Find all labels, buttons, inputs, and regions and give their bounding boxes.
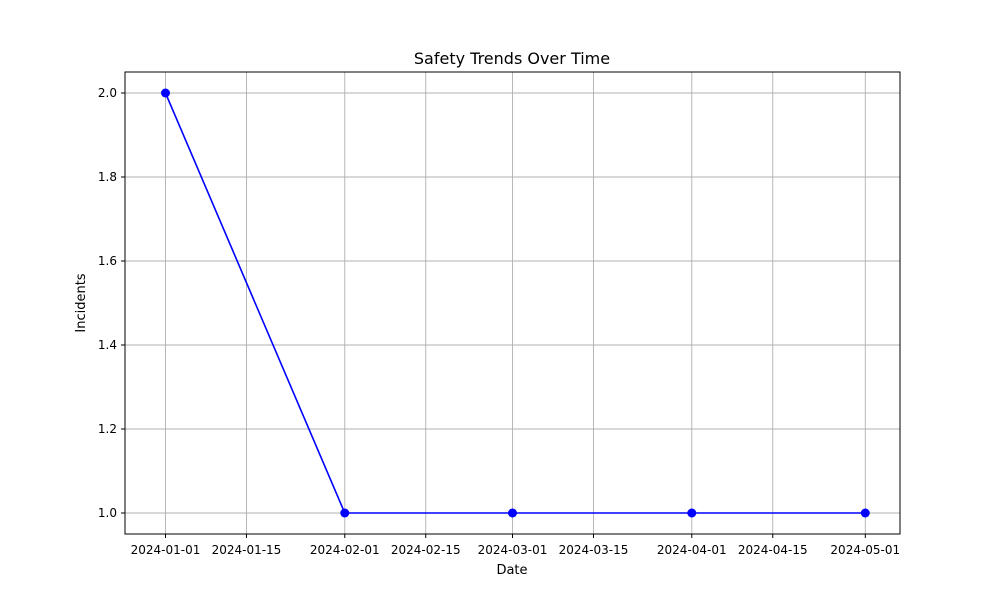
x-tick-label: 2024-03-01 (478, 543, 548, 557)
chart-title: Safety Trends Over Time (414, 49, 610, 68)
x-tick-label: 2024-04-15 (738, 543, 808, 557)
x-tick-label: 2024-02-01 (310, 543, 380, 557)
grid (125, 72, 900, 534)
x-tick-label: 2024-02-15 (391, 543, 461, 557)
data-point (687, 508, 697, 518)
x-tick-label: 2024-01-15 (212, 543, 282, 557)
series-line (164, 92, 866, 514)
x-tick-label: 2024-03-15 (559, 543, 629, 557)
y-tick-label: 1.4 (98, 338, 117, 352)
y-tick-label: 1.8 (98, 170, 117, 184)
data-point (860, 508, 870, 518)
y-tick-label: 2.0 (98, 86, 117, 100)
x-axis-label: Date (496, 563, 527, 578)
data-point (340, 508, 350, 518)
y-axis-label: Incidents (74, 273, 89, 332)
x-tick-label: 2024-05-01 (830, 543, 900, 557)
series-layer (160, 88, 870, 518)
data-point (508, 508, 517, 518)
x-tick-label: 2024-04-01 (657, 543, 727, 557)
data-point (160, 88, 170, 98)
x-tick-label: 2024-01-01 (131, 543, 201, 557)
x-axis: 2024-01-01 2024-01-15 2024-02-01 2024-02-15… (131, 534, 900, 557)
y-axis: 1.0 1.2 1.4 1.6 1.8 2.0 (98, 86, 125, 520)
y-tick-label: 1.0 (98, 506, 117, 520)
y-tick-label: 1.2 (98, 422, 117, 436)
y-tick-label: 1.6 (98, 254, 117, 268)
